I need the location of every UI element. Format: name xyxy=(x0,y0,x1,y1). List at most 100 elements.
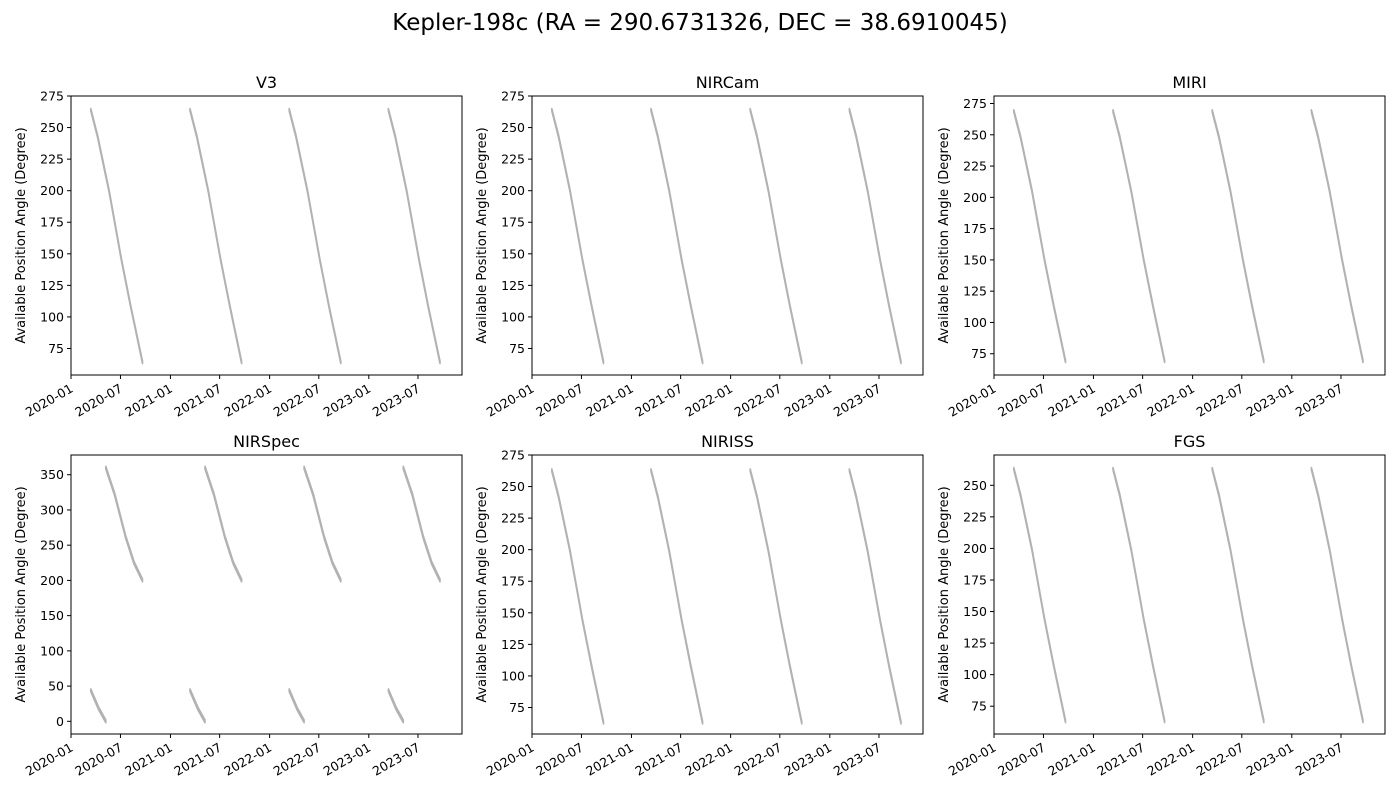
y-tick-label: 200 xyxy=(501,183,525,198)
x-tick-label: 2021-01 xyxy=(1045,740,1098,779)
y-tick-label: 175 xyxy=(40,215,64,230)
x-tick-label: 2022-01 xyxy=(682,381,735,420)
x-tick-label: 2023-01 xyxy=(1244,381,1297,420)
x-tick-label: 2021-01 xyxy=(583,740,636,779)
x-tick-label: 2023-01 xyxy=(1244,740,1297,779)
x-tick-label: 2023-01 xyxy=(321,740,374,779)
x-tick-label: 2020-01 xyxy=(946,381,999,420)
x-tick-label: 2020-01 xyxy=(484,381,537,420)
y-tick-label: 150 xyxy=(40,608,64,623)
x-tick-label: 2020-07 xyxy=(995,381,1048,420)
y-tick-label: 150 xyxy=(501,605,525,620)
x-tick-label: 2023-01 xyxy=(782,740,835,779)
x-tick-label: 2021-07 xyxy=(171,381,224,420)
x-tick-label: 2021-07 xyxy=(632,381,685,420)
data-band xyxy=(1310,466,1364,724)
x-tick-label: 2022-01 xyxy=(221,381,274,420)
y-tick-label: 250 xyxy=(40,538,64,553)
y-tick-label: 125 xyxy=(501,637,525,652)
panel-title: MIRI xyxy=(1172,73,1206,92)
y-tick-label: 100 xyxy=(501,309,525,324)
x-tick-label: 2021-01 xyxy=(583,381,636,420)
x-tick-label: 2022-01 xyxy=(1144,740,1197,779)
data-band xyxy=(550,468,605,725)
y-tick-label: 275 xyxy=(963,96,987,111)
y-tick-label: 100 xyxy=(40,309,64,324)
y-tick-label: 225 xyxy=(963,509,987,524)
panel-title: NIRCam xyxy=(696,73,760,92)
y-tick-label: 75 xyxy=(971,699,987,714)
x-tick-label: 2022-07 xyxy=(732,381,785,420)
y-tick-label: 175 xyxy=(963,572,987,587)
y-tick-label: 200 xyxy=(40,183,64,198)
y-tick-label: 150 xyxy=(40,246,64,261)
axes-frame xyxy=(70,95,463,376)
y-tick-label: 75 xyxy=(509,341,525,356)
y-tick-label: 100 xyxy=(40,643,64,658)
data-band xyxy=(105,465,144,583)
y-tick-label: 200 xyxy=(40,573,64,588)
data-band xyxy=(387,688,405,724)
y-axis-label: Available Position Angle (Degree) xyxy=(14,486,29,702)
y-tick-label: 200 xyxy=(963,190,987,205)
data-band xyxy=(550,107,605,365)
y-tick-label: 75 xyxy=(509,700,525,715)
chart-panel-niriss: NIRISS 75 100 125 150 175 200 225 250 275 Availabl… xyxy=(475,432,924,779)
chart-panel-nirspec: NIRSpec 0 50 100 150 200 250 300 350 Available Po… xyxy=(14,432,463,779)
x-tick-label: 2022-07 xyxy=(271,740,324,779)
data-band xyxy=(749,468,803,725)
y-tick-label: 200 xyxy=(501,542,525,557)
x-tick-label: 2021-01 xyxy=(1045,381,1098,420)
y-tick-label: 225 xyxy=(963,159,987,174)
data-band xyxy=(1112,466,1166,724)
y-tick-label: 250 xyxy=(501,479,525,494)
data-band xyxy=(189,107,243,365)
x-tick-label: 2022-07 xyxy=(271,381,324,420)
data-band xyxy=(650,107,704,365)
data-band xyxy=(189,688,206,724)
x-tick-label: 2021-07 xyxy=(632,740,685,779)
y-tick-label: 250 xyxy=(963,478,987,493)
y-tick-label: 125 xyxy=(963,636,987,651)
y-tick-label: 250 xyxy=(40,120,64,135)
y-tick-label: 0 xyxy=(56,714,64,729)
x-tick-label: 2020-07 xyxy=(72,740,125,779)
x-tick-label: 2022-07 xyxy=(732,740,785,779)
chart-panel-miri: MIRI 75 100 125 150 175 200 225 250 275 Available … xyxy=(937,73,1386,420)
axes-frame xyxy=(531,95,924,376)
x-tick-label: 2021-07 xyxy=(1094,740,1147,779)
x-tick-label: 2020-07 xyxy=(533,740,586,779)
x-tick-label: 2023-07 xyxy=(1293,381,1346,420)
y-axis-label: Available Position Angle (Degree) xyxy=(475,486,490,702)
y-tick-label: 150 xyxy=(963,604,987,619)
y-tick-label: 100 xyxy=(963,667,987,682)
panel-title: V3 xyxy=(256,73,277,92)
x-tick-label: 2023-01 xyxy=(321,381,374,420)
data-band xyxy=(90,688,107,724)
y-axis-label: Available Position Angle (Degree) xyxy=(14,127,29,343)
axes-frame xyxy=(70,454,463,735)
data-band xyxy=(1310,109,1364,364)
y-tick-label: 150 xyxy=(501,246,525,261)
y-tick-label: 100 xyxy=(501,668,525,683)
y-tick-label: 250 xyxy=(501,120,525,135)
y-tick-label: 175 xyxy=(501,574,525,589)
x-tick-label: 2023-07 xyxy=(831,381,884,420)
y-tick-label: 150 xyxy=(963,252,987,267)
x-tick-label: 2023-07 xyxy=(831,740,884,779)
data-band xyxy=(204,465,243,583)
data-band xyxy=(402,465,441,583)
y-tick-label: 125 xyxy=(40,278,64,293)
x-tick-label: 2021-07 xyxy=(171,740,224,779)
data-band xyxy=(749,107,803,365)
x-tick-label: 2021-07 xyxy=(1094,381,1147,420)
x-tick-label: 2023-07 xyxy=(370,740,423,779)
x-tick-label: 2023-07 xyxy=(370,381,423,420)
data-band xyxy=(90,107,144,365)
x-tick-label: 2020-07 xyxy=(995,740,1048,779)
chart-panel-v3: V3 75 100 125 150 175 200 225 250 275 Available Po… xyxy=(14,73,463,420)
x-tick-label: 2020-07 xyxy=(72,381,125,420)
y-tick-label: 100 xyxy=(963,315,987,330)
y-tick-label: 175 xyxy=(501,215,525,230)
